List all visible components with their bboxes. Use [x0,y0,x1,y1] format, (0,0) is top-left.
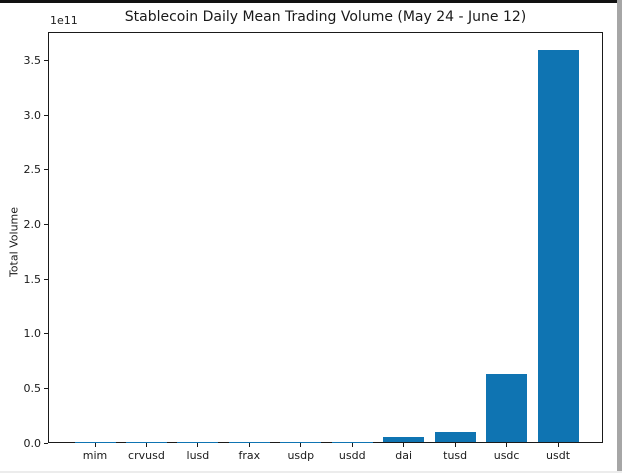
y-axis-offset-label: 1e11 [50,14,78,27]
x-tick-label: tusd [443,449,468,462]
x-tick-label: usdt [546,449,571,462]
y-tick-label: 0.5 [23,381,42,395]
y-tick-label: 1.0 [23,327,42,341]
y-tick-mark [44,333,48,335]
x-tick-label: dai [395,449,413,462]
x-tick-label: frax [238,449,261,462]
window-bottom-edge [0,471,622,473]
y-tick-mark [44,278,48,280]
bar-dai [383,437,425,442]
y-tick-mark [44,223,48,225]
y-tick-mark [44,387,48,389]
x-tick-mark [506,443,508,447]
window-right-edge [617,0,622,473]
x-tick-mark [454,443,456,447]
y-tick-mark [44,59,48,61]
x-tick-mark [145,443,147,447]
x-tick-label: crvusd [128,449,165,462]
y-tick-label: 3.5 [23,53,42,67]
x-tick-label: usdd [338,449,366,462]
x-tick-mark [403,443,405,447]
y-tick-mark [44,114,48,116]
x-tick-label: usdp [287,449,315,462]
bar-tusd [434,432,476,442]
window-frame-top [0,0,622,3]
y-tick-label: 1.5 [23,272,42,286]
y-tick-label: 0.0 [23,436,42,450]
y-tick-label: 3.0 [23,108,42,122]
y-tick-label: 2.5 [23,163,42,177]
bar-usdc [486,374,528,442]
y-tick-label: 2.0 [23,217,42,231]
y-tick-mark [44,169,48,171]
bar-usdt [537,49,579,442]
y-tick-mark [44,442,48,444]
x-tick-mark [197,443,199,447]
x-tick-mark [351,443,353,447]
plot-area [48,32,603,443]
x-tick-mark [248,443,250,447]
x-tick-mark [300,443,302,447]
chart-title: Stablecoin Daily Mean Trading Volume (Ma… [124,9,527,25]
x-tick-label: usdc [493,449,520,462]
x-tick-mark [557,443,559,447]
x-tick-label: mim [82,449,108,462]
x-tick-mark [94,443,96,447]
x-tick-label: lusd [186,449,210,462]
